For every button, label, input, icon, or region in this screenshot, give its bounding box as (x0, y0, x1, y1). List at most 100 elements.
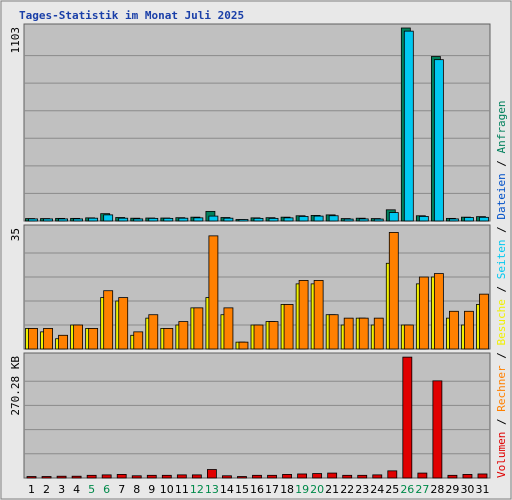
bar-dateien-day-14 (223, 217, 234, 222)
panel-volume: 270.28 KB (9, 352, 491, 479)
bar-volumen-day-12 (191, 474, 202, 479)
bar-rechner-day-28 (433, 273, 444, 350)
bar-rechner-day-9 (148, 314, 159, 350)
x-tick-label-day-14: 14 (220, 483, 234, 496)
bar-dateien-day-29 (449, 218, 459, 222)
bar-dateien-day-13 (208, 215, 219, 222)
bar-volumen-day-6 (101, 474, 112, 479)
legend-separator: / (495, 153, 508, 173)
bar-volumen-day-31 (477, 473, 488, 479)
bar-volumen-day-21 (327, 472, 338, 479)
legend-separator: / (495, 346, 508, 366)
x-tick-label-day-11: 11 (175, 483, 189, 496)
bar-volumen-day-1 (26, 476, 37, 479)
x-tick-label-day-18: 18 (280, 483, 294, 496)
x-tick-label-day-17: 17 (265, 483, 279, 496)
panel-hits-files: 1103 (9, 23, 491, 222)
plot-area (23, 23, 491, 222)
bar-dateien-day-19 (298, 216, 309, 222)
bar-rechner-day-5 (88, 328, 99, 350)
bar-volumen-day-15 (237, 476, 247, 479)
bar-rechner-day-14 (223, 307, 234, 350)
y-max-label: 270.28 KB (9, 356, 22, 416)
bar-rechner-day-3 (58, 334, 68, 350)
bar-volumen-day-18 (282, 474, 292, 479)
bar-rechner-day-22 (343, 317, 354, 350)
x-tick-label-day-23: 23 (355, 483, 369, 496)
x-tick-label-day-28: 28 (430, 483, 444, 496)
bar-dateien-day-22 (343, 218, 354, 222)
y-max-label: 35 (9, 228, 22, 241)
y-max-label: 1103 (9, 27, 22, 54)
bar-volumen-day-10 (161, 474, 172, 479)
bar-dateien-day-25 (388, 212, 399, 222)
bar-volumen-day-26 (402, 356, 413, 479)
bar-dateien-day-18 (283, 217, 294, 222)
bar-rechner-day-4 (73, 324, 84, 350)
plot-area (23, 352, 491, 479)
bar-dateien-day-21 (328, 215, 339, 222)
bar-volumen-day-7 (116, 474, 127, 479)
bar-volumen-day-30 (462, 474, 473, 479)
bar-volumen-day-5 (86, 474, 97, 479)
x-tick-label-day-6: 6 (103, 483, 110, 496)
x-tick-label-day-22: 22 (340, 483, 354, 496)
bar-rechner-day-11 (178, 321, 189, 350)
bar-rechner-day-26 (403, 324, 414, 350)
bar-rechner-day-31 (479, 293, 489, 350)
bar-volumen-day-2 (41, 476, 52, 479)
legend-separator: / (495, 279, 508, 299)
bar-volumen-day-9 (146, 474, 157, 479)
bar-dateien-day-26 (403, 30, 414, 222)
bar-dateien-day-10 (163, 217, 174, 222)
x-tick-label-day-2: 2 (43, 483, 50, 496)
bar-dateien-day-6 (103, 214, 114, 222)
bar-dateien-day-20 (313, 215, 324, 222)
bar-rechner-day-16 (253, 324, 264, 350)
bar-dateien-day-16 (253, 217, 264, 222)
bar-dateien-day-8 (133, 218, 144, 222)
bar-dateien-day-24 (373, 218, 384, 222)
bar-volumen-day-14 (222, 475, 232, 479)
bar-rechner-day-18 (283, 304, 294, 350)
bar-volumen-day-13 (207, 469, 217, 479)
bar-dateien-day-31 (479, 216, 489, 222)
x-tick-label-day-29: 29 (445, 483, 459, 496)
bar-dateien-day-5 (88, 217, 99, 222)
x-tick-label-day-5: 5 (88, 483, 95, 496)
x-tick-label-day-21: 21 (325, 483, 339, 496)
bar-dateien-day-12 (193, 217, 204, 222)
x-tick-label-day-8: 8 (133, 483, 140, 496)
x-tick-label-day-16: 16 (250, 483, 264, 496)
x-tick-label-day-7: 7 (118, 483, 125, 496)
x-tick-label-day-31: 31 (475, 483, 489, 496)
panel-visits-sites: 35 (9, 224, 491, 350)
bar-volumen-day-8 (131, 475, 142, 479)
bar-rechner-day-25 (388, 232, 399, 350)
x-tick-label-day-24: 24 (370, 483, 384, 496)
bar-rechner-day-19 (298, 280, 309, 350)
x-tick-label-day-1: 1 (28, 483, 35, 496)
bar-volumen-day-17 (267, 474, 277, 479)
x-tick-label-day-26: 26 (400, 483, 414, 496)
bar-dateien-day-23 (358, 218, 369, 222)
legend: Volumen / Rechner / Besuche / Seiten / D… (495, 100, 508, 478)
x-tick-label-day-3: 3 (58, 483, 65, 496)
bar-dateien-day-7 (118, 217, 129, 222)
bar-rechner-day-15 (238, 341, 249, 350)
bar-volumen-day-25 (387, 470, 398, 479)
x-tick-label-day-12: 12 (190, 483, 204, 496)
x-tick-label-day-4: 4 (73, 483, 80, 496)
bar-dateien-day-4 (73, 218, 84, 222)
bar-dateien-day-30 (464, 217, 474, 222)
legend-item-anfragen: Anfragen (495, 100, 508, 153)
bar-dateien-day-3 (58, 218, 68, 222)
x-tick-label-day-19: 19 (295, 483, 309, 496)
bar-rechner-day-7 (118, 297, 129, 350)
bar-dateien-day-17 (268, 217, 279, 222)
bar-rechner-day-30 (464, 310, 474, 350)
bar-rechner-day-29 (449, 310, 459, 350)
chart-title: Tages-Statistik im Monat Juli 2025 (19, 9, 244, 22)
bar-rechner-day-24 (373, 317, 384, 350)
